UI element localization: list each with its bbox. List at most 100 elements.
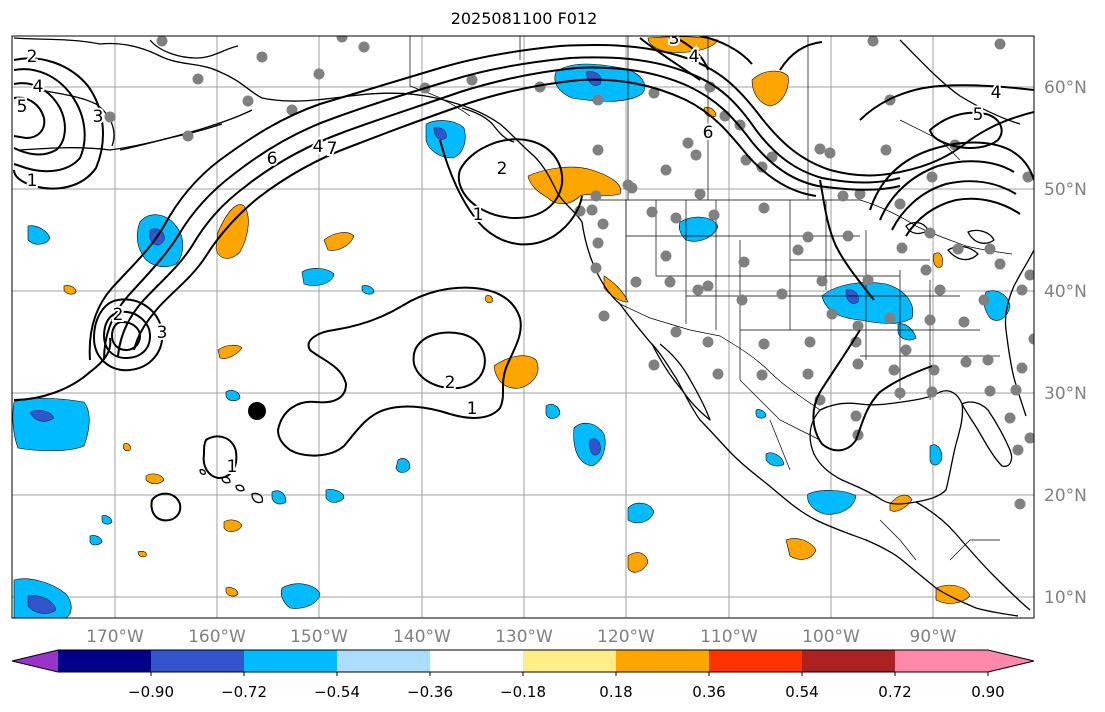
station-dot bbox=[994, 38, 1006, 50]
station-dot bbox=[1016, 362, 1028, 374]
station-dot bbox=[837, 190, 849, 202]
colorbar-tick-label: −0.72 bbox=[221, 683, 267, 701]
contour-label: 1 bbox=[467, 399, 478, 419]
station-dot bbox=[958, 316, 970, 328]
station-dot bbox=[896, 242, 908, 254]
contour-label: 3 bbox=[93, 107, 104, 127]
colorbar-tick-label: 0.72 bbox=[878, 683, 911, 701]
map-title: 2025081100 F012 bbox=[450, 9, 598, 28]
colorbar-extend-high bbox=[988, 650, 1034, 672]
contour-lines bbox=[13, 36, 1034, 522]
station-dot bbox=[358, 41, 370, 53]
lon-label: 140°W bbox=[393, 627, 451, 647]
colorbar-segment bbox=[244, 650, 338, 672]
station-dot bbox=[924, 314, 936, 326]
station-dot bbox=[852, 320, 864, 332]
station-dot bbox=[984, 385, 996, 397]
lon-label: 150°W bbox=[290, 627, 348, 647]
station-dot bbox=[192, 73, 204, 85]
lat-label: 10°N bbox=[1044, 588, 1087, 608]
latitude-labels: 60°N 50°N 40°N 30°N 20°N 10°N bbox=[1044, 78, 1087, 608]
contour-label: 2 bbox=[113, 305, 124, 325]
station-dot bbox=[802, 231, 814, 243]
station-dot bbox=[660, 250, 672, 262]
station-dot bbox=[736, 294, 748, 306]
station-dot bbox=[660, 164, 672, 176]
station-dot bbox=[867, 36, 879, 47]
station-dot bbox=[758, 338, 770, 350]
colorbar-segment bbox=[58, 650, 152, 672]
lat-label: 20°N bbox=[1044, 486, 1087, 506]
station-dot bbox=[1016, 284, 1028, 296]
lat-label: 30°N bbox=[1044, 384, 1087, 404]
station-dot bbox=[1028, 333, 1034, 345]
station-dot bbox=[924, 227, 936, 239]
station-dot bbox=[1012, 444, 1024, 456]
colorbar-tick-label: −0.18 bbox=[500, 683, 546, 701]
station-dot bbox=[702, 280, 714, 292]
colorbar-tick-label: 0.90 bbox=[971, 683, 1004, 701]
colorbar-tick-label: 0.36 bbox=[692, 683, 725, 701]
station-dot bbox=[920, 264, 932, 276]
station-dot bbox=[814, 143, 826, 155]
station-dot bbox=[592, 94, 604, 106]
lon-label: 160°W bbox=[188, 627, 246, 647]
station-dot bbox=[702, 336, 714, 348]
contour-label: 1 bbox=[227, 457, 238, 477]
colorbar: −0.90 −0.72 −0.54 −0.36 −0.18 0.18 0.36 0.54 0.7… bbox=[11, 649, 1035, 701]
station-dot bbox=[286, 104, 298, 116]
colorbar-segment bbox=[802, 650, 896, 672]
station-dot bbox=[960, 356, 972, 368]
station-dot bbox=[646, 206, 658, 218]
center-marker bbox=[248, 402, 266, 420]
contour-label: 2 bbox=[497, 159, 508, 179]
lon-label: 100°W bbox=[802, 627, 860, 647]
station-dot bbox=[934, 284, 946, 296]
station-dot bbox=[926, 171, 938, 183]
contour-label: 7 bbox=[327, 139, 338, 159]
contour-label: 4 bbox=[991, 83, 1002, 103]
station-dot bbox=[1014, 498, 1026, 510]
colorbar-tick-label: 0.18 bbox=[599, 683, 632, 701]
station-dot bbox=[712, 368, 724, 380]
station-dot bbox=[694, 188, 706, 200]
colorbar-extend-low bbox=[12, 650, 58, 672]
station-dot bbox=[982, 354, 994, 366]
station-dot bbox=[156, 36, 168, 47]
station-dot bbox=[592, 237, 604, 249]
station-dot bbox=[888, 364, 900, 376]
contour-label: 4 bbox=[689, 47, 700, 67]
station-dot bbox=[776, 288, 788, 300]
station-dot bbox=[242, 95, 254, 107]
station-dot bbox=[630, 276, 642, 288]
station-dot bbox=[648, 359, 660, 371]
station-dot bbox=[1004, 412, 1016, 424]
map-frame bbox=[11, 35, 1035, 619]
coastlines bbox=[13, 37, 1034, 617]
colorbar-segment bbox=[616, 650, 710, 672]
station-dot bbox=[756, 161, 768, 173]
station-dot bbox=[466, 74, 478, 86]
contour-label: 2 bbox=[445, 373, 456, 393]
colorbar-tick-label: −0.54 bbox=[314, 683, 360, 701]
lon-label: 90°W bbox=[910, 627, 957, 647]
strong-negative-cores bbox=[27, 71, 859, 614]
lat-label: 60°N bbox=[1044, 78, 1087, 98]
lon-label: 120°W bbox=[597, 627, 655, 647]
station-dot bbox=[592, 144, 604, 156]
negative-anomaly-areas bbox=[12, 63, 1011, 618]
station-dot bbox=[336, 36, 348, 43]
contour-label: 3 bbox=[157, 323, 168, 343]
contour-label: 6 bbox=[703, 123, 714, 143]
station-dot bbox=[854, 188, 866, 200]
colorbar-segment bbox=[523, 650, 617, 672]
longitude-labels: 170°W 160°W 150°W 140°W 130°W 120°W 110°W 100°W… bbox=[86, 627, 957, 647]
station-dot bbox=[816, 275, 828, 287]
station-dot bbox=[802, 368, 814, 380]
colorbar-outline bbox=[11, 649, 1035, 673]
lat-label: 40°N bbox=[1044, 282, 1087, 302]
colorbar-tick-label: −0.90 bbox=[128, 683, 174, 701]
station-dot bbox=[708, 209, 720, 221]
station-dot bbox=[1024, 269, 1034, 281]
